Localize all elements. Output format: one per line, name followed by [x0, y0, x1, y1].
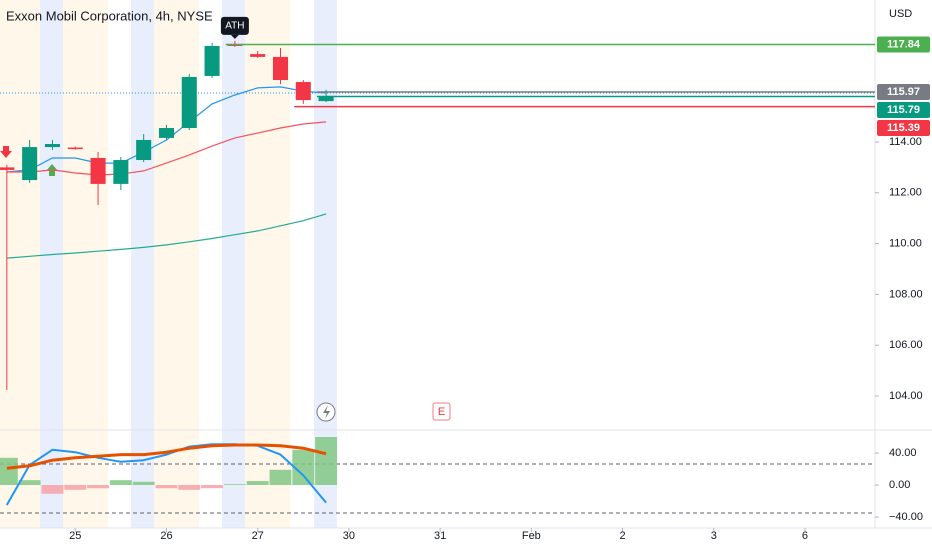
- session-bg: [63, 0, 108, 528]
- price-label: 117.84: [887, 38, 921, 50]
- x-tick-label: 2: [619, 530, 625, 542]
- histogram-bar: [64, 485, 87, 490]
- y-tick-label: 114.00: [889, 136, 922, 148]
- moving-average: [6, 121, 327, 176]
- moving-average: [6, 213, 327, 259]
- x-tick-label: 27: [252, 530, 264, 542]
- earnings-icon: [432, 402, 451, 421]
- y-tick-label: 104.00: [889, 390, 923, 402]
- session-bg: [131, 0, 154, 528]
- sell-signal: [0, 146, 12, 158]
- x-tick-label: Feb: [522, 530, 541, 542]
- session-bg: [40, 0, 63, 528]
- dividend-icon: [316, 402, 336, 422]
- x-tick-label: 25: [69, 530, 81, 542]
- candle-body: [181, 76, 197, 129]
- candle-body: [272, 56, 289, 81]
- y-tick-label: 110.00: [889, 237, 922, 249]
- candle-body: [67, 147, 83, 150]
- currency: USD: [889, 8, 912, 20]
- price-label-box: [877, 36, 930, 53]
- histogram-bar: [155, 485, 178, 489]
- price-label-box: [877, 119, 930, 136]
- histogram-bar: [178, 485, 201, 490]
- candle-body: [90, 157, 106, 184]
- candle-body: [22, 147, 38, 181]
- oscillator-line: [6, 443, 327, 470]
- y-tick-label: 108.00: [889, 288, 923, 300]
- x-tick-label: 30: [343, 530, 355, 542]
- x-tick-label: 26: [160, 530, 172, 542]
- histogram-bar: [109, 480, 132, 485]
- candle-body: [136, 139, 152, 161]
- oscillator-line: [5, 443, 327, 506]
- histogram-bar: [246, 481, 269, 485]
- annotation-box: [220, 16, 249, 35]
- y2-tick-label: 40.00: [889, 447, 917, 459]
- histogram-bar: [292, 449, 315, 485]
- chart-title: Exxon Mobil Corporation, 4h, NYSE: [6, 8, 213, 23]
- histogram-bar: [223, 484, 246, 485]
- session-bg: [0, 0, 40, 528]
- histogram-bar: [18, 480, 41, 485]
- price-label-box: [877, 101, 930, 118]
- candle-body: [44, 144, 60, 148]
- session-backgrounds: [0, 0, 337, 528]
- histogram-bar: [0, 457, 18, 485]
- x-tick-label: 6: [802, 530, 808, 542]
- candle-body: [250, 54, 266, 57]
- x-tick-label: 31: [434, 530, 446, 542]
- histogram-bar: [41, 485, 64, 494]
- candle-body: [113, 160, 129, 184]
- moving-average: [6, 86, 327, 173]
- earnings-label: E: [438, 406, 445, 418]
- annotation-text: ATH: [225, 21, 244, 32]
- session-bg: [222, 0, 245, 528]
- histogram-bar: [87, 485, 110, 489]
- icon-bolt: [323, 405, 330, 419]
- y2-tick-label: −40.00: [889, 511, 923, 523]
- histogram-bar: [315, 437, 338, 485]
- price-label: 115.97: [887, 86, 920, 98]
- candle-body: [204, 45, 220, 76]
- candle-body: [0, 167, 15, 170]
- candle-body: [295, 82, 311, 101]
- y2-tick-label: 0.00: [889, 479, 910, 491]
- candle-body: [318, 96, 334, 102]
- x-tick-label: 3: [711, 530, 717, 542]
- y-tick-label: 112.00: [889, 187, 922, 199]
- session-bg: [314, 0, 337, 528]
- price-label-box: [877, 83, 930, 100]
- histogram-bar: [201, 485, 224, 489]
- histogram-bar: [132, 481, 155, 485]
- candle-body: [158, 128, 174, 138]
- price-label: 115.79: [887, 104, 920, 116]
- price-label: 115.39: [887, 122, 920, 134]
- y-tick-label: 106.00: [889, 339, 923, 351]
- annotation-pointer: [230, 34, 239, 39]
- histogram-bar: [269, 469, 292, 485]
